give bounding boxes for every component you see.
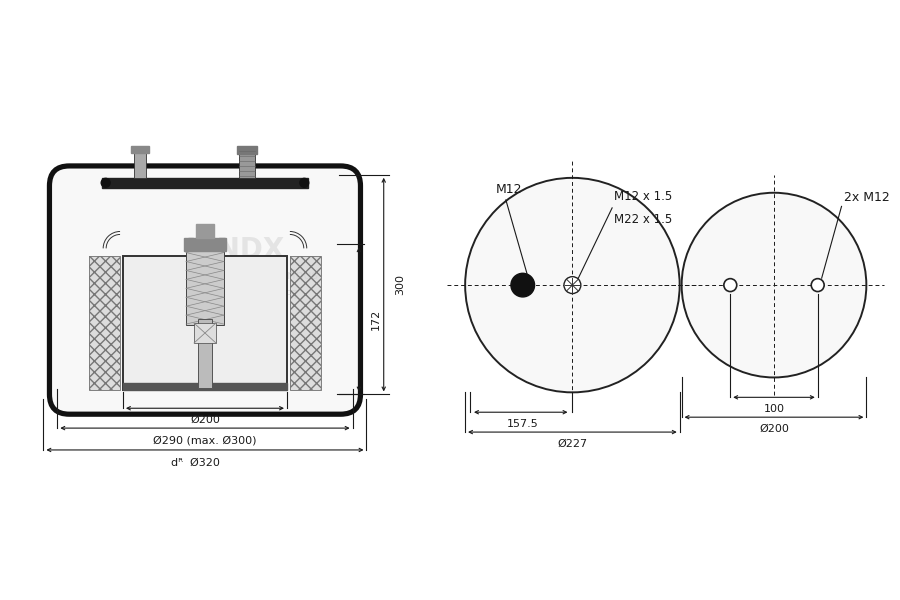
Bar <box>123 383 287 391</box>
Bar <box>184 238 226 251</box>
Text: KINDX: KINDX <box>185 236 284 265</box>
Text: Ø200: Ø200 <box>759 424 789 434</box>
Text: PARTS SIFT: PARTS SIFT <box>230 289 299 302</box>
Text: Ø200: Ø200 <box>190 415 220 425</box>
Circle shape <box>511 273 535 297</box>
Text: M12 x 1.5: M12 x 1.5 <box>614 190 672 203</box>
Bar <box>123 256 287 391</box>
Bar <box>186 251 224 325</box>
Circle shape <box>724 278 737 292</box>
Text: Ø227: Ø227 <box>557 439 588 449</box>
Text: 2x M12: 2x M12 <box>843 191 889 205</box>
Circle shape <box>564 277 580 293</box>
FancyBboxPatch shape <box>50 166 361 414</box>
Text: Ø290 (max. Ø300): Ø290 (max. Ø300) <box>153 435 256 445</box>
Circle shape <box>101 178 110 187</box>
Bar <box>198 319 212 388</box>
Text: M12: M12 <box>496 183 522 196</box>
Text: 300: 300 <box>396 274 406 295</box>
Circle shape <box>681 193 867 377</box>
Circle shape <box>811 278 824 292</box>
Bar <box>131 146 149 153</box>
Text: dᴿ  Ø320: dᴿ Ø320 <box>171 458 220 468</box>
Text: M22 x 1.5: M22 x 1.5 <box>614 213 672 226</box>
Bar <box>134 146 147 178</box>
Text: 100: 100 <box>763 404 785 414</box>
Bar <box>290 256 321 391</box>
Text: 157.5: 157.5 <box>507 419 538 429</box>
Bar <box>194 323 216 343</box>
Bar <box>102 178 308 188</box>
Bar <box>237 146 256 154</box>
Circle shape <box>300 178 309 187</box>
Circle shape <box>465 178 680 392</box>
Bar <box>89 256 120 391</box>
Text: 172: 172 <box>371 309 381 330</box>
Bar <box>195 224 214 238</box>
Text: Air Springs: Air Springs <box>250 269 319 281</box>
Bar <box>238 148 255 178</box>
